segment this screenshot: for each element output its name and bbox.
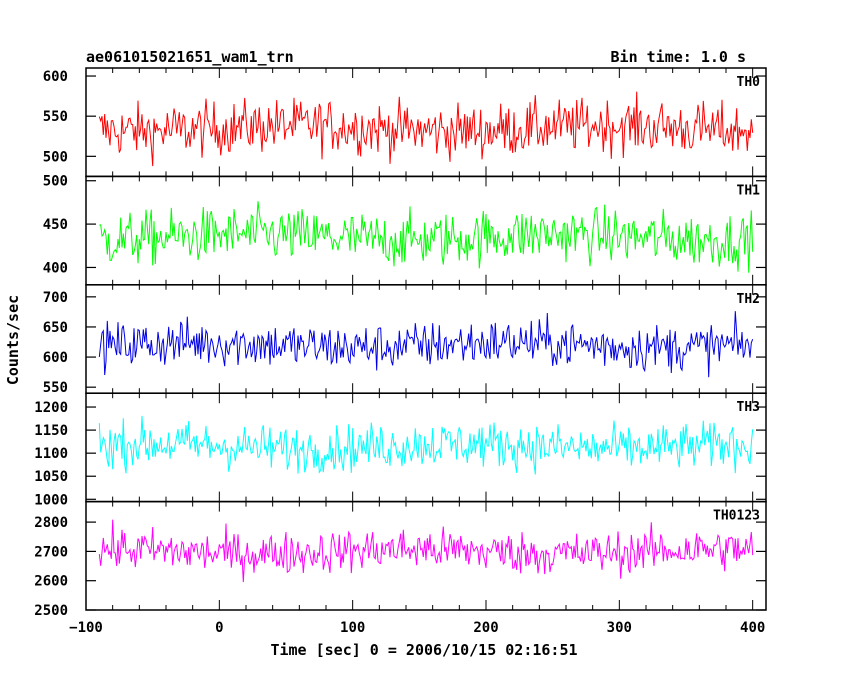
- y-tick-label: 600: [43, 69, 68, 85]
- panel-th2: 550 600 650 700 TH2: [43, 284, 767, 396]
- panel-th3: 1000 1050 1100 1150 1200 TH3: [34, 392, 767, 508]
- series-line-th2: [98, 311, 754, 378]
- panel-frame: [85, 67, 767, 178]
- panel-label: TH1: [737, 183, 761, 198]
- series-line-th0: [98, 91, 754, 167]
- series-line-th1: [99, 201, 754, 273]
- y-tick-label: 2600: [34, 574, 68, 590]
- x-tick-label: 400: [740, 620, 765, 636]
- panel-label: TH0123: [713, 509, 760, 524]
- series-line-th3: [98, 415, 754, 475]
- panel-th0: 500 550 600 TH0: [43, 67, 767, 178]
- y-tick-label: 550: [43, 380, 68, 396]
- series-line-th0123: [98, 519, 754, 583]
- panel-label: TH2: [737, 292, 760, 307]
- x-tick-label: −100: [69, 620, 103, 636]
- x-tick-label: 100: [340, 620, 365, 636]
- y-tick-label: 1200: [34, 400, 68, 416]
- chart-title: ae061015021651_wam1_trn: [86, 48, 294, 66]
- x-axis: −100 0 100 200 300 400: [69, 620, 765, 636]
- panel-label: TH3: [737, 400, 760, 415]
- x-axis-label: Time [sec] 0 = 2006/10/15 02:16:51: [270, 641, 577, 659]
- panel-label: TH0: [737, 75, 761, 90]
- y-tick-label: 2500: [34, 603, 68, 619]
- panel-th1: 400 450 500 TH1: [43, 174, 767, 286]
- y-tick-label: 1100: [34, 446, 68, 462]
- y-tick-label: 1150: [34, 423, 68, 439]
- y-tick-label: 2700: [34, 544, 68, 560]
- y-tick-label: 2800: [34, 515, 68, 531]
- bin-time-label: Bin time: 1.0 s: [611, 48, 746, 66]
- y-tick-label: 550: [43, 109, 68, 125]
- y-tick-label: 700: [43, 290, 68, 306]
- y-axis-label: Counts/sec: [4, 295, 22, 385]
- y-tick-label: 600: [43, 350, 68, 366]
- panels-group: 500 550 600 TH0 400 450 500 TH1 550 600 650 700 TH2 1…: [34, 67, 767, 619]
- x-tick-label: 300: [607, 620, 632, 636]
- x-tick-label: 0: [215, 620, 223, 636]
- x-tick-label: 200: [473, 620, 498, 636]
- y-tick-label: 400: [43, 260, 68, 276]
- panel-th0123: 2500 2600 2700 2800 TH0123: [34, 500, 767, 619]
- y-tick-label: 450: [43, 217, 68, 233]
- y-tick-label: 500: [43, 149, 68, 165]
- y-tick-label: 1000: [34, 492, 68, 508]
- y-tick-label: 1050: [34, 469, 68, 485]
- y-tick-label: 500: [43, 174, 68, 190]
- panel-frame: [85, 500, 767, 611]
- y-tick-label: 650: [43, 320, 68, 336]
